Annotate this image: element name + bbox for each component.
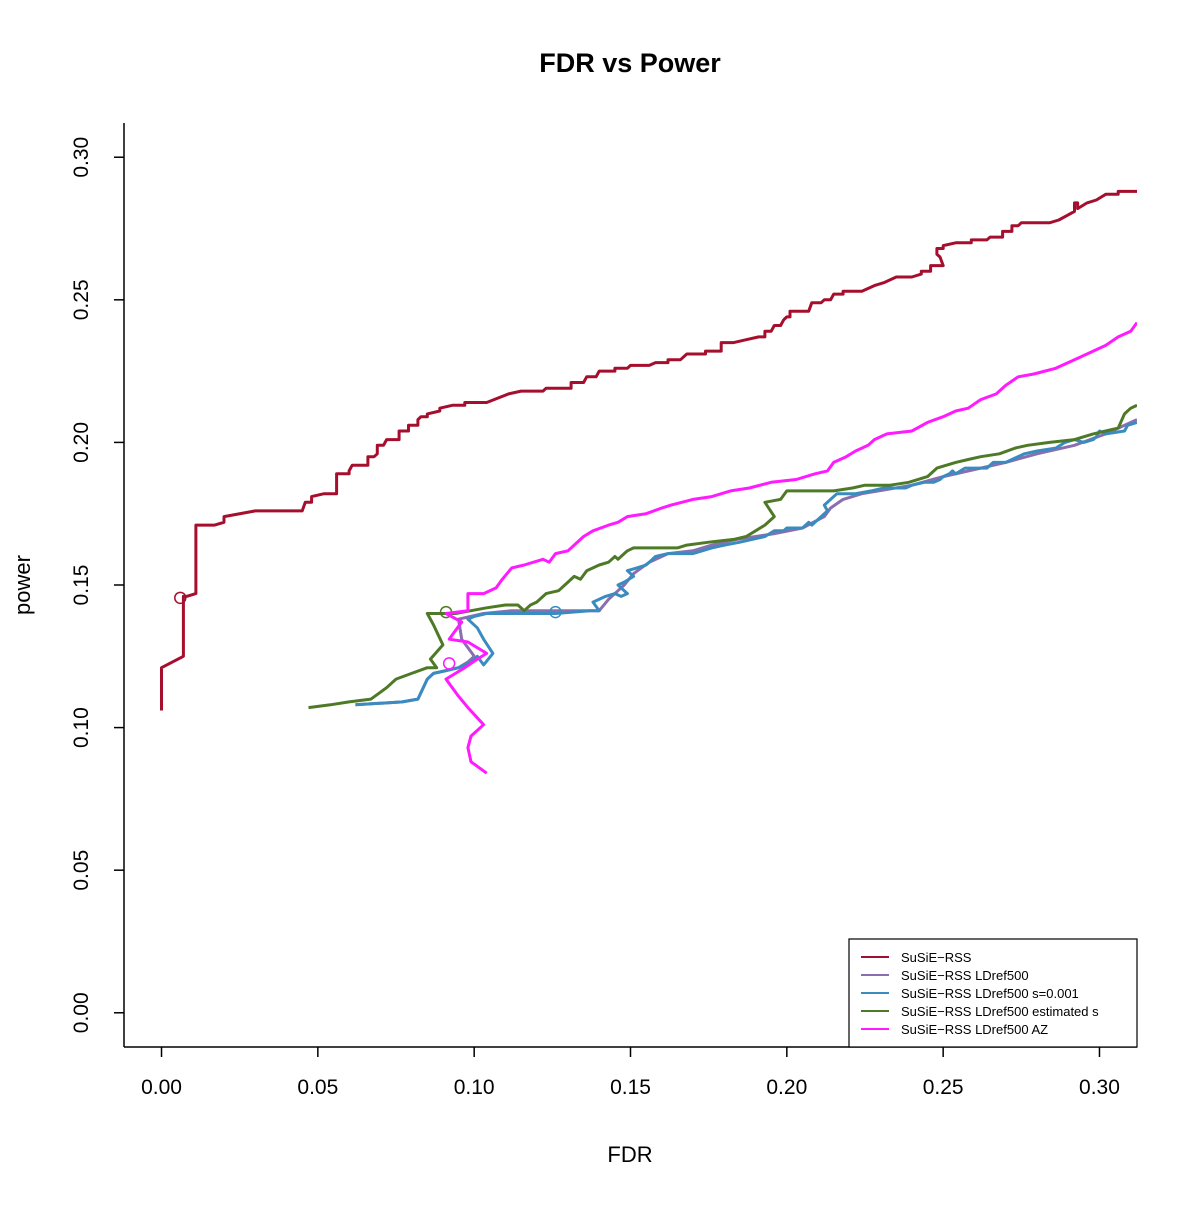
y-tick-label: 0.05 [70,850,93,891]
axes: 0.00 0.05 0.10 0.15 0.20 0.25 0.30 0.00 0.05 0.10… [70,123,1137,1099]
legend-box [848,938,1138,1048]
chart-title: FDR vs Power [539,48,721,78]
x-tick-label: 0.25 [923,1076,964,1099]
series-marker-2 [549,605,562,619]
y-tick-label: 0.00 [70,992,93,1033]
x-tick-label: 0.20 [766,1076,807,1099]
y-tick-label: 0.10 [70,707,93,748]
y-tick-label: 0.20 [70,422,93,463]
series-marker-0 [174,591,187,605]
legend: SuSiE−RSS SuSiE−RSS LDref500 SuSiE−RSS LDr… [848,938,1138,1048]
x-axis-label: FDR [607,1142,652,1167]
y-axis-label: power [10,555,35,615]
x-tick-label: 0.30 [1079,1076,1120,1099]
legend-label-3: SuSiE−RSS LDref500 estimated s [901,1004,1099,1019]
x-tick-label: 0.15 [610,1076,651,1099]
legend-label-4: SuSiE−RSS LDref500 AZ [901,1022,1048,1037]
legend-label-1: SuSiE−RSS LDref500 [901,968,1029,983]
y-tick-label: 0.15 [70,565,93,606]
y-tick-label: 0.25 [70,279,93,320]
legend-label-0: SuSiE−RSS [901,950,972,965]
x-tick-label: 0.05 [297,1076,338,1099]
x-tick-label: 0.00 [141,1076,182,1099]
legend-label-2: SuSiE−RSS LDref500 s=0.001 [901,986,1079,1001]
series-line-3 [308,403,1137,710]
series-line-0 [160,189,1137,711]
x-tick-label: 0.10 [454,1076,495,1099]
y-tick-label: 0.30 [70,137,93,178]
series-marker-4 [442,657,456,670]
series-line-2 [355,420,1137,707]
series-line-4 [444,321,1137,775]
series-lines [160,189,1137,775]
